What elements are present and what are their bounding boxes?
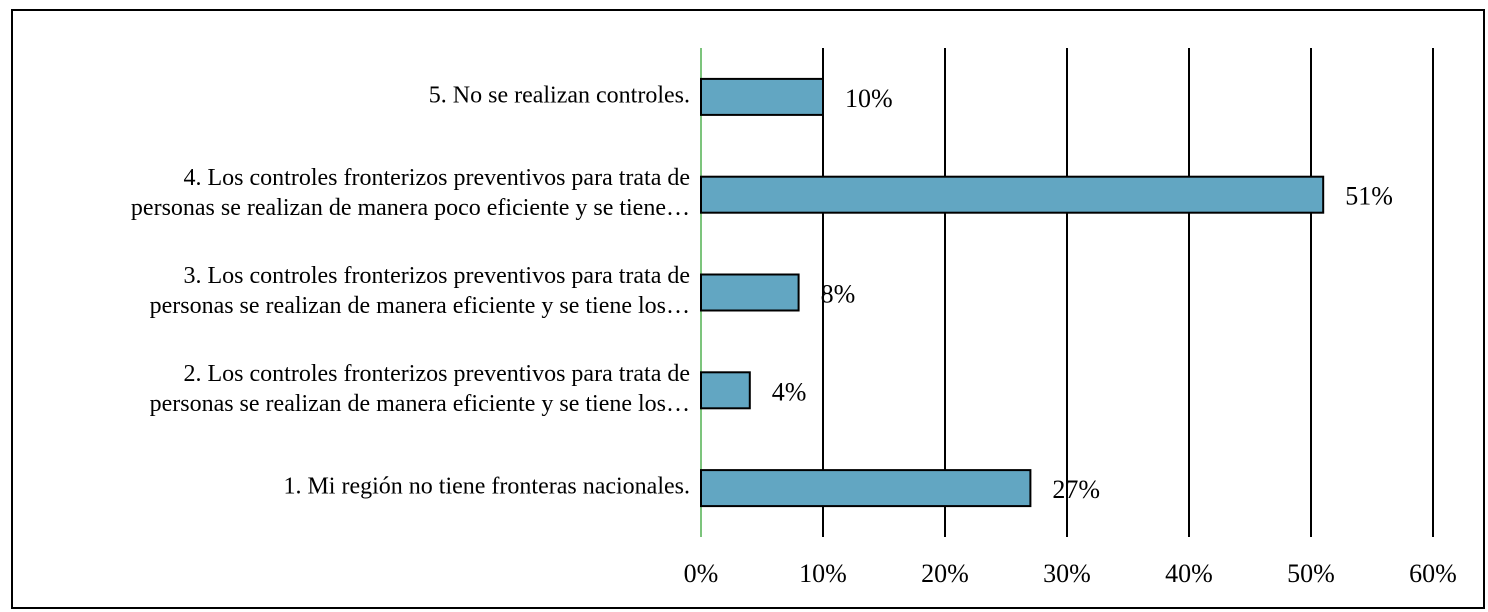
x-tick-label: 50%	[1287, 559, 1335, 588]
bar	[700, 175, 1325, 214]
value-label: 51%	[1345, 182, 1393, 211]
value-label: 10%	[845, 84, 893, 113]
value-label: 27%	[1052, 475, 1100, 504]
x-tick-label: 10%	[799, 559, 847, 588]
bar	[700, 371, 751, 410]
y-tick-label: personas se realizan de manera eficiente…	[150, 293, 690, 319]
x-tick-label: 60%	[1409, 559, 1457, 588]
x-tick-label: 40%	[1165, 559, 1213, 588]
y-tick-label: 1. Mi región no tiene fronteras nacional…	[283, 474, 690, 500]
value-label: 4%	[772, 377, 807, 406]
y-tick-label: 5. No se realizan controles.	[429, 82, 690, 108]
bar	[700, 273, 800, 312]
y-tick-label: 4. Los controles fronterizos preventivos…	[184, 165, 690, 191]
y-tick-label: personas se realizan de manera eficiente…	[150, 391, 690, 417]
value-label: 8%	[821, 279, 856, 308]
x-tick-label: 30%	[1043, 559, 1091, 588]
bar	[700, 77, 824, 116]
bar	[700, 469, 1032, 508]
x-tick-label: 20%	[921, 559, 969, 588]
y-tick-label: personas se realizan de manera poco efic…	[131, 195, 690, 221]
y-tick-label: 2. Los controles fronterizos preventivos…	[184, 361, 690, 387]
x-tick-label: 0%	[684, 559, 719, 588]
y-tick-label: 3. Los controles fronterizos preventivos…	[184, 263, 690, 289]
